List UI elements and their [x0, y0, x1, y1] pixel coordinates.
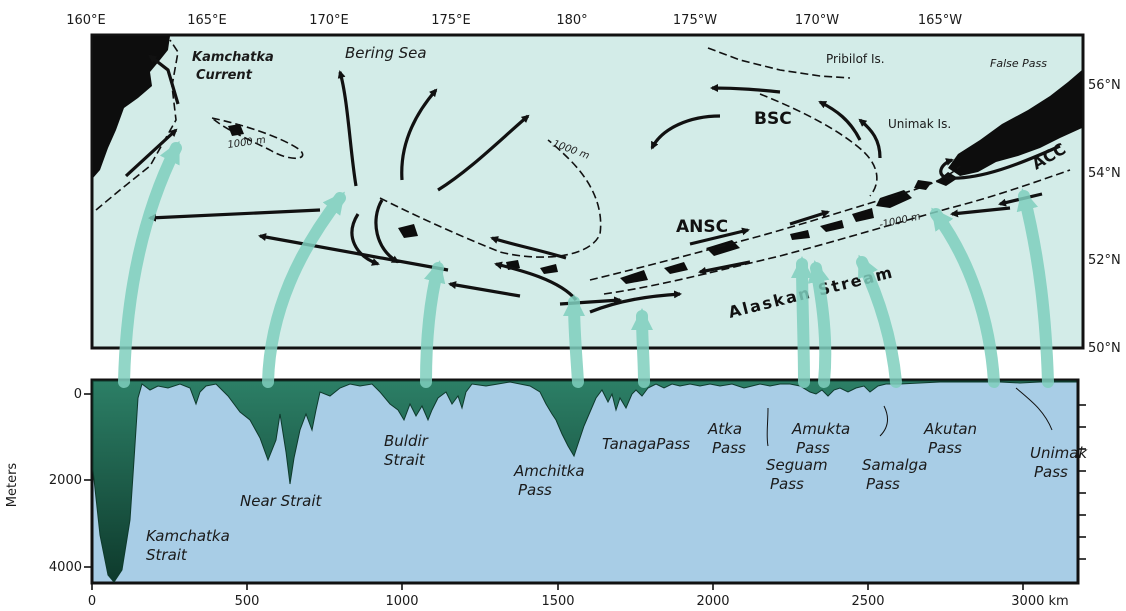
kamchatka-current-line-2: Current: [196, 68, 253, 83]
pass-label-buldir: Buldir Strait: [384, 432, 429, 469]
distance-tick: 3000 km: [1011, 594, 1068, 609]
lon-label: 175°E: [431, 13, 471, 28]
depth-tick: 4000: [49, 560, 82, 575]
lon-label: 165°W: [918, 13, 962, 28]
depth-tick: 0: [74, 387, 82, 402]
pass-label-line: Near Strait: [240, 492, 323, 510]
kamchatka-current-line-1: Kamchatka: [192, 50, 274, 65]
distance-tick: 1500: [541, 594, 574, 609]
pass-label-samalga: Samalga Pass: [862, 456, 927, 493]
lat-label: 56°N: [1088, 78, 1121, 93]
pass-label-line: Pass: [770, 475, 804, 493]
profile-panel: Meters 0 2000 4000 0 500 1000 1500 2000 …: [5, 378, 1088, 609]
bering-sea-label: Bering Sea: [345, 44, 427, 62]
pass-label-line: Pass: [712, 439, 746, 457]
pass-label-tanaga: TanagaPass: [602, 435, 690, 453]
pass-label-amukta: Amukta Pass: [791, 420, 850, 457]
pass-label-line: Pass: [1034, 463, 1068, 481]
pass-label-line: Strait: [146, 546, 188, 564]
pass-label-line: Pass: [518, 481, 552, 499]
pass-label-akutan: Akutan Pass: [923, 420, 977, 457]
lat-label: 54°N: [1088, 166, 1121, 181]
pass-label-line: Seguam: [766, 456, 828, 474]
lon-label: 170°E: [309, 13, 349, 28]
pass-label-line: Pass: [796, 439, 830, 457]
pass-label-line: Atka: [707, 420, 742, 438]
shelf-contours: [95, 39, 1071, 295]
currents: [124, 54, 1061, 314]
distance-tick: 0: [88, 594, 96, 609]
profile-ylabel: Meters: [5, 463, 20, 508]
bsc-label: BSC: [754, 109, 792, 129]
pass-label-line: Pass: [928, 439, 962, 457]
depth-ticks: 0 2000 4000: [49, 387, 82, 575]
tick-marks: [84, 393, 1086, 590]
pass-label-line: Unimak: [1030, 444, 1088, 462]
lon-label: 180°: [556, 13, 587, 28]
pass-label-line: Strait: [384, 451, 426, 469]
distance-tick: 2500: [851, 594, 884, 609]
pass-label-kamchatka: Kamchatka Strait: [146, 527, 230, 564]
pass-label-line: Pass: [866, 475, 900, 493]
depth-tick: 2000: [49, 473, 82, 488]
pass-label-atka: Atka Pass: [707, 420, 746, 457]
kamchatka-current-label: Kamchatka Current: [192, 50, 278, 83]
lon-label: 165°E: [187, 13, 227, 28]
pass-label-line: Amukta: [791, 420, 850, 438]
lat-label: 50°N: [1088, 341, 1121, 356]
false-pass-label: False Pass: [990, 57, 1047, 70]
pass-label-line: Buldir: [384, 432, 429, 450]
pass-label-unimak: Unimak Pass: [1030, 444, 1088, 481]
pass-label-line: Kamchatka: [146, 527, 230, 545]
pass-label-near: Near Strait: [240, 492, 323, 510]
lon-label: 170°W: [795, 13, 839, 28]
pass-label-line: Amchitka: [513, 462, 585, 480]
distance-tick: 500: [235, 594, 260, 609]
map-sea: [90, 33, 1085, 350]
pass-label-line: Akutan: [923, 420, 977, 438]
lat-label: 52°N: [1088, 253, 1121, 268]
alaska-peninsula-land: [948, 70, 1082, 176]
pass-label-line: Samalga: [862, 456, 927, 474]
pass-leader-lines: [766, 387, 1053, 447]
seafloor-profile: [92, 380, 1077, 583]
kamchatka-land: [93, 36, 170, 178]
ansc-label: ANSC: [676, 217, 728, 237]
distance-tick: 1000: [385, 594, 418, 609]
contour-label-1: 1000 m: [227, 135, 267, 151]
lon-label: 175°W: [673, 13, 717, 28]
pribilof-label: Pribilof Is.: [826, 52, 885, 66]
map-panel: 1000 m 1000 m -1000 m Kamchatka Current …: [66, 13, 1121, 356]
pass-label-line: TanagaPass: [602, 435, 690, 453]
lon-label: 160°E: [66, 13, 106, 28]
longitude-labels: 160°E 165°E 170°E 175°E 180° 175°W 170°W…: [66, 13, 962, 28]
unimak-is-label: Unimak Is.: [888, 117, 951, 131]
flow-arrows: [118, 140, 1054, 388]
distance-ticks: 0 500 1000 1500 2000 2500 3000 km: [88, 594, 1069, 609]
pass-label-amchitka: Amchitka Pass: [513, 462, 585, 499]
distance-tick: 2000: [696, 594, 729, 609]
pass-label-seguam: Seguam Pass: [766, 456, 828, 493]
latitude-labels: 56°N 54°N 52°N 50°N: [1088, 78, 1121, 356]
